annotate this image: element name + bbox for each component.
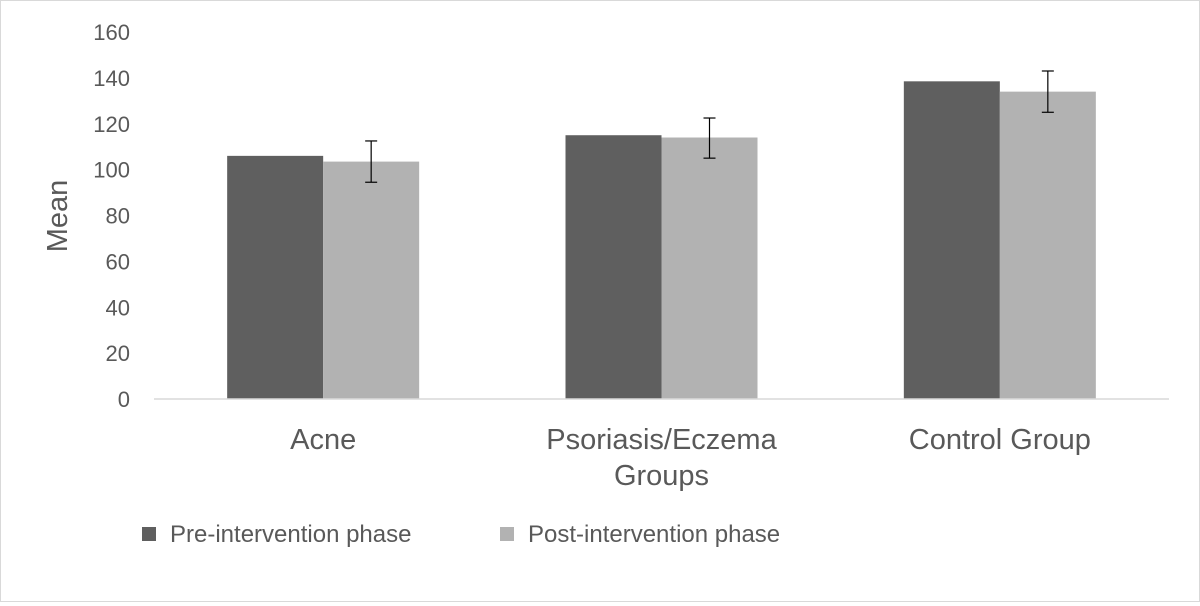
y-tick-label: 80 [106, 204, 130, 229]
y-tick-label: 40 [106, 295, 130, 320]
legend: Pre-intervention phase Post-intervention … [142, 521, 780, 548]
bar-pre-2 [903, 81, 1000, 400]
legend-item-post: Post-intervention phase [500, 521, 780, 548]
x-tick-label: Acne [290, 424, 356, 456]
y-tick-label: 20 [106, 341, 130, 366]
y-axis-ticks: 0 20 40 60 80 100 120 140 160 [93, 20, 130, 412]
legend-label: Post-intervention phase [528, 521, 780, 548]
bar-post-0 [323, 161, 420, 399]
bars [227, 81, 1096, 400]
y-tick-label: 160 [93, 20, 130, 45]
bar-post-1 [661, 137, 758, 399]
legend-swatch [142, 527, 156, 541]
y-tick-label: 0 [118, 387, 130, 412]
x-axis-labels: Acne Psoriasis/Eczema Groups Control Group [290, 424, 1091, 492]
y-axis-title: Mean [42, 180, 74, 253]
y-tick-label: 140 [93, 66, 130, 91]
x-tick-label: Control Group [909, 424, 1091, 456]
bar-pre-1 [565, 135, 662, 399]
y-tick-label: 60 [106, 249, 130, 274]
error-bar-1 [703, 117, 716, 159]
error-bars [365, 70, 1054, 183]
y-tick-label: 100 [93, 158, 130, 183]
x-tick-label: Psoriasis/Eczema Groups [546, 424, 777, 492]
bar-pre-0 [227, 155, 324, 399]
error-bar-2 [1041, 70, 1054, 113]
y-tick-label: 120 [93, 112, 130, 137]
legend-label: Pre-intervention phase [170, 521, 411, 548]
legend-item-pre: Pre-intervention phase [142, 521, 411, 548]
legend-swatch [500, 527, 514, 541]
bar-post-2 [999, 91, 1096, 399]
error-bar-0 [365, 140, 378, 183]
